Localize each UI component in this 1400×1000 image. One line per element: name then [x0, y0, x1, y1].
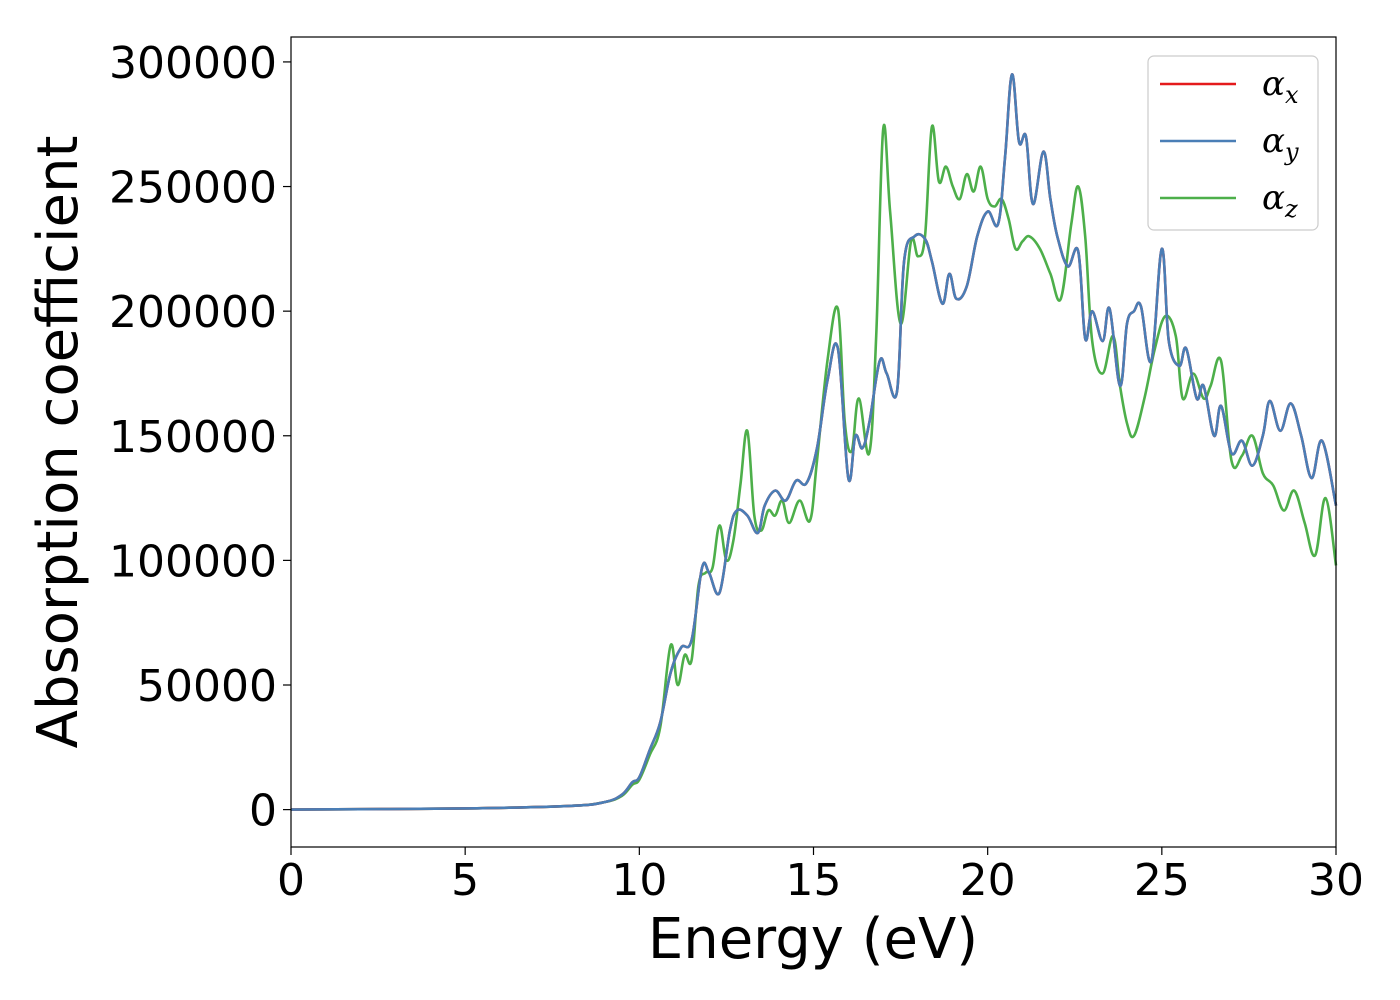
- x-tick-label: 10: [611, 855, 667, 906]
- x-axis: 0 5 10 15 20 25 30: [277, 847, 1364, 906]
- x-tick-label: 0: [277, 855, 305, 906]
- x-tick-label: 5: [451, 855, 479, 906]
- y-tick-label: 100000: [109, 536, 277, 587]
- x-tick-label: 25: [1134, 855, 1190, 906]
- y-tick-label: 50000: [137, 661, 277, 712]
- x-axis-title: Energy (eV): [648, 907, 978, 972]
- legend-box: [1147, 55, 1319, 231]
- x-tick-label: 15: [786, 855, 842, 906]
- x-tick-label: 30: [1308, 855, 1364, 906]
- series-line-y: [290, 73, 1338, 811]
- series-group: [290, 73, 1338, 811]
- y-tick-label: 250000: [109, 163, 277, 214]
- x-tick-label: 20: [960, 855, 1016, 906]
- y-axis: 0 50000 100000 150000 200000 250000 300000: [109, 38, 291, 837]
- y-tick-label: 0: [249, 786, 277, 837]
- y-axis-title: Absorption coefficient: [26, 136, 91, 749]
- y-tick-label: 300000: [109, 38, 277, 89]
- y-tick-label: 150000: [109, 412, 277, 463]
- y-tick-label: 200000: [109, 287, 277, 338]
